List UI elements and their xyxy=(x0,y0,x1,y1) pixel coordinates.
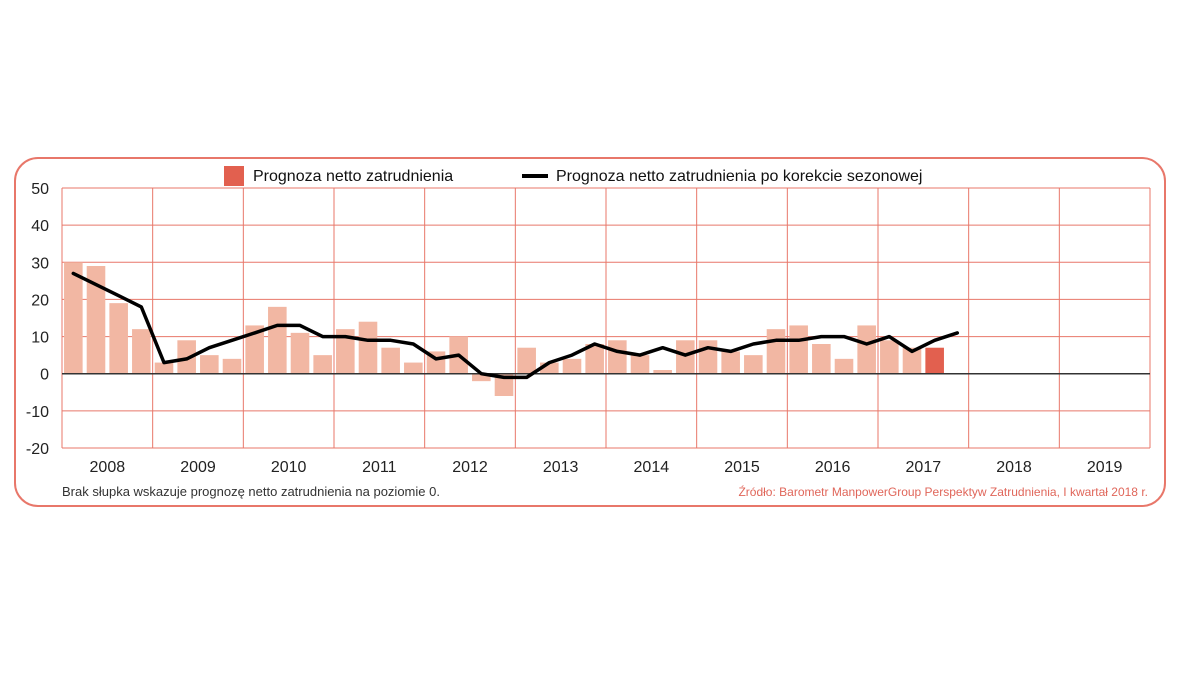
y-axis-ticks: 50 40 30 20 10 0 -10 -20 xyxy=(26,181,49,458)
bar xyxy=(200,355,219,374)
bar xyxy=(381,347,400,374)
bar xyxy=(540,362,559,374)
grid xyxy=(61,187,1151,449)
y-tick-label: 40 xyxy=(31,218,49,235)
bar xyxy=(517,347,536,374)
source-note: Źródło: Barometr ManpowerGroup Perspekty… xyxy=(738,484,1148,499)
legend: Prognoza netto zatrudnienia Prognoza net… xyxy=(224,166,922,186)
y-tick-label: 0 xyxy=(40,367,49,384)
bar xyxy=(585,344,604,374)
x-tick-label: 2018 xyxy=(996,459,1032,476)
bar xyxy=(608,340,627,374)
bar xyxy=(857,325,876,374)
bar xyxy=(721,351,740,374)
x-tick-label: 2014 xyxy=(634,459,670,476)
legend-line-label: Prognoza netto zatrudnienia po korekcie … xyxy=(556,168,922,185)
bar xyxy=(404,362,423,374)
bar xyxy=(268,306,287,374)
bar xyxy=(313,355,332,374)
x-tick-label: 2010 xyxy=(271,459,307,476)
bar xyxy=(472,373,491,382)
series-line xyxy=(71,271,960,380)
bar xyxy=(789,325,808,374)
bar xyxy=(494,373,514,396)
legend-bar-swatch xyxy=(224,166,244,186)
y-tick-label: -20 xyxy=(26,441,49,458)
x-tick-label: 2015 xyxy=(724,459,760,476)
footnote: Brak słupka wskazuje prognozę netto zatr… xyxy=(62,484,440,499)
y-tick-label: 50 xyxy=(31,181,49,198)
bar xyxy=(245,325,264,374)
x-tick-label: 2013 xyxy=(543,459,579,476)
bar xyxy=(154,362,174,374)
bar xyxy=(630,355,650,374)
bar xyxy=(653,370,672,374)
x-tick-label: 2017 xyxy=(906,459,942,476)
bar xyxy=(880,340,899,374)
bar xyxy=(562,358,582,374)
x-tick-label: 2008 xyxy=(90,459,126,476)
x-axis-ticks: 2008 2009 2010 2011 2012 2013 2014 2015 2016 2017… xyxy=(90,459,1123,476)
x-tick-label: 2019 xyxy=(1087,459,1123,476)
bar xyxy=(222,358,242,374)
bar xyxy=(766,329,786,374)
bar xyxy=(902,347,922,374)
y-tick-label: -10 xyxy=(26,404,49,421)
bar xyxy=(744,355,763,374)
bar xyxy=(109,303,128,374)
y-tick-label: 20 xyxy=(31,292,49,309)
bar xyxy=(676,340,695,374)
x-tick-label: 2016 xyxy=(815,459,851,476)
bar xyxy=(290,332,310,374)
bar xyxy=(86,266,106,374)
bar xyxy=(358,321,378,374)
y-tick-label: 30 xyxy=(31,255,49,272)
legend-bar-label: Prognoza netto zatrudnienia xyxy=(253,168,453,185)
bar xyxy=(132,329,151,374)
chart-frame xyxy=(14,157,1166,507)
bar xyxy=(812,344,831,374)
bar xyxy=(834,358,854,374)
trend-line xyxy=(71,271,960,380)
y-tick-label: 10 xyxy=(31,330,49,347)
bar xyxy=(64,262,83,374)
x-tick-label: 2011 xyxy=(362,459,397,476)
bar xyxy=(925,347,944,374)
bar xyxy=(698,340,718,374)
x-tick-label: 2009 xyxy=(180,459,216,476)
bars xyxy=(64,262,944,396)
bar xyxy=(336,329,355,374)
x-tick-label: 2012 xyxy=(452,459,488,476)
